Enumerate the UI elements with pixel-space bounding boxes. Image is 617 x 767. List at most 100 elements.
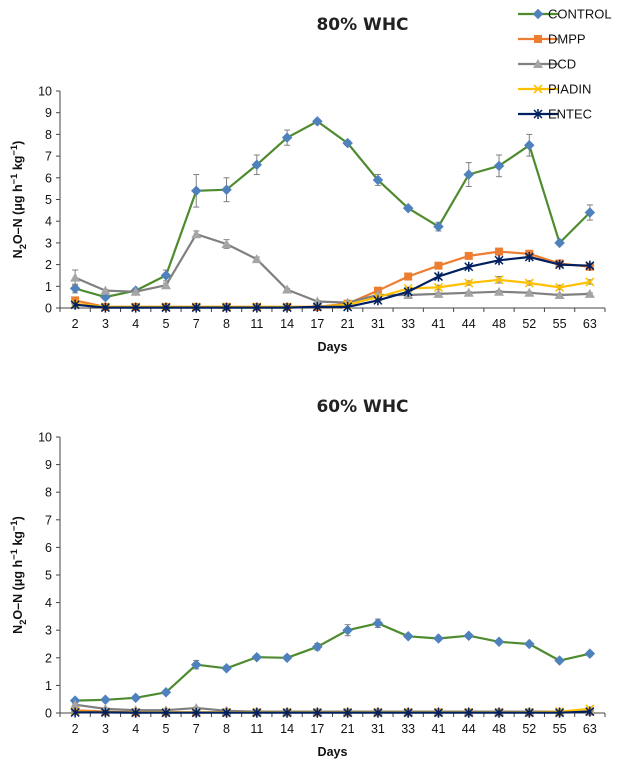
data-point [131,707,141,718]
legend-swatch-marker [534,35,542,43]
data-point [342,624,353,636]
x-tick-label: 14 [280,317,294,331]
series-dcd [70,229,595,307]
data-point [433,288,444,298]
data-point [403,286,413,297]
legend-label: DMPP [548,32,586,47]
data-point [585,260,595,271]
legend-swatch-marker [533,59,543,68]
data-point [343,301,353,312]
data-point [464,278,474,288]
data-point [312,296,323,306]
x-tick-label: 21 [341,317,355,331]
x-tick-label: 48 [492,317,506,331]
y-tick-label: 4 [45,596,52,610]
x-tick-label: 48 [492,722,506,736]
data-point [221,707,232,718]
data-point [100,291,111,303]
y-tick-label: 0 [45,302,52,316]
y-axis-label: N2O–N (μg h−1 kg−1) [8,141,28,259]
data-point [524,278,534,288]
y-tick-label: 2 [45,258,52,272]
series-control [69,116,596,303]
series-entec [70,252,595,313]
data-point [555,282,565,292]
series-control [69,617,596,706]
data-point [191,229,202,239]
x-tick-label: 31 [371,722,385,736]
data-point [464,261,474,272]
data-point [493,160,505,172]
y-tick-label: 4 [45,215,52,229]
data-point [312,707,322,718]
x-tick-label: 3 [102,722,109,736]
data-point [160,280,171,290]
x-tick-label: 8 [223,722,230,736]
chart-panel-60-whc: 60% WHC 0 1 2 3 4 5 6 7 8 9 10 2 3 4 5 7 8 11 14 17 21 31 33 41 4… [8,397,606,759]
data-point [524,287,535,297]
data-point [251,159,263,171]
data-point [523,139,535,151]
y-tick-label: 10 [38,85,52,99]
series-line [75,710,590,714]
data-point [403,707,413,718]
y-tick-label: 8 [45,128,52,142]
data-point [434,261,443,270]
x-tick-label: 3 [102,317,109,331]
x-tick-label: 44 [462,722,476,736]
x-tick-label: 33 [401,722,415,736]
x-tick-label: 17 [310,317,324,331]
data-point [343,707,353,718]
y-tick-label: 10 [38,431,52,445]
legend-label: DCD [548,57,576,72]
data-point [494,255,504,266]
y-tick-label: 5 [45,193,52,207]
y-tick-label: 3 [45,236,52,250]
y-tick-label: 6 [45,171,52,185]
data-point [281,132,293,144]
legend-label: PIADIN [548,82,591,97]
data-point [495,247,504,256]
data-point [584,207,596,218]
data-point [464,251,473,260]
y-tick-label: 2 [45,651,52,665]
data-point [554,655,565,666]
data-point [252,302,262,313]
data-point [221,662,232,674]
data-point [433,271,444,282]
data-point [433,707,444,718]
data-point [554,289,565,299]
legend-label: CONTROL [548,7,612,22]
series-line [75,622,591,702]
x-axis-label: Days [318,745,348,759]
x-tick-label: 33 [401,317,415,331]
x-tick-label: 7 [193,722,200,736]
data-point [373,295,383,306]
x-tick-label: 2 [72,722,79,736]
data-point [161,302,171,313]
data-point [433,282,444,292]
legend-item-dmpp: DMPP [518,32,586,47]
legend-label: ENTEC [548,107,592,122]
x-tick-label: 63 [583,317,597,331]
x-tick-label: 63 [583,722,597,736]
data-point [130,286,141,296]
x-tick-label: 21 [341,722,355,736]
y-tick-label: 1 [45,280,52,294]
data-point [100,285,111,295]
data-point [282,707,292,718]
data-point [282,284,293,294]
data-point [524,252,534,263]
data-point [160,686,172,698]
data-point [463,630,475,642]
data-point [191,302,201,313]
data-point [493,636,505,648]
data-point [190,659,202,671]
legend-swatch-marker [533,84,543,94]
data-point [433,221,444,232]
x-tick-label: 55 [553,722,567,736]
data-point [402,630,414,642]
chart-panel-80-whc: 80% WHC 0 1 2 3 4 5 6 7 8 9 10 2 3 4 5 7 8 11 14 17 21 31 33 41 4… [8,15,606,354]
legend: CONTROL DMPP DCD PIADIN ENTEC [518,7,612,122]
